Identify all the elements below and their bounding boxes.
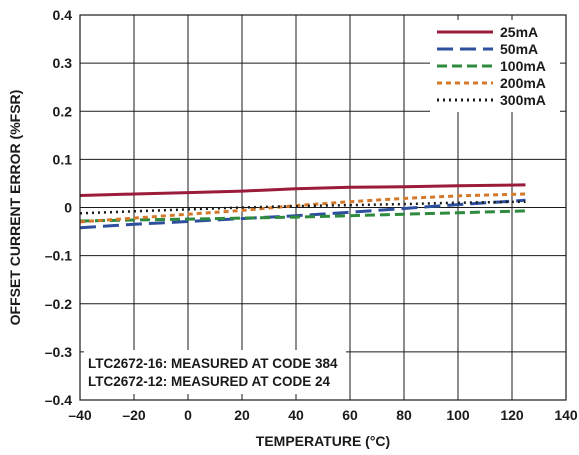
annotation-line: LTC2672-12: MEASURED AT CODE 24 <box>88 374 331 389</box>
y-tick-label: –0.4 <box>45 392 72 408</box>
y-tick-label: 0.3 <box>53 55 73 71</box>
series-line-25ma <box>79 183 526 197</box>
y-tick-label: –0.3 <box>45 344 72 360</box>
legend-label: 50mA <box>500 41 538 57</box>
annotation-background <box>84 350 346 394</box>
legend-label: 25mA <box>500 24 538 40</box>
annotation-line: LTC2672-16: MEASURED AT CODE 384 <box>88 356 338 371</box>
annotation-box: LTC2672-16: MEASURED AT CODE 384 LTC2672-… <box>84 350 346 394</box>
x-tick-label: 40 <box>288 407 304 423</box>
x-tick-label: 100 <box>446 407 470 423</box>
y-tick-labels: –0.4 –0.3 –0.2 –0.1 0 0.1 0.2 0.3 0.4 <box>45 7 72 408</box>
series-line-100ma <box>79 209 526 223</box>
x-tick-labels: –40 –20 0 20 40 60 80 100 120 140 <box>68 407 578 423</box>
y-tick-label: –0.2 <box>45 296 72 312</box>
x-tick-label: 0 <box>184 407 192 423</box>
y-tick-label: 0.4 <box>53 7 73 23</box>
y-tick-label: –0.1 <box>45 248 72 264</box>
y-tick-label: 0.1 <box>53 151 73 167</box>
x-tick-label: –40 <box>68 407 92 423</box>
x-tick-label: 80 <box>396 407 412 423</box>
x-tick-label: 140 <box>554 407 578 423</box>
y-tick-label: 0.2 <box>53 103 73 119</box>
y-tick-label: 0 <box>64 200 72 216</box>
y-axis-title: OFFSET CURRENT ERROR (%FSR) <box>7 90 23 326</box>
series-layer <box>79 183 526 230</box>
legend-label: 100mA <box>500 58 546 74</box>
series-line-300ma <box>79 200 526 215</box>
x-tick-label: 60 <box>342 407 358 423</box>
x-tick-label: 20 <box>234 407 250 423</box>
legend-label: 200mA <box>500 75 546 91</box>
legend-background <box>430 20 560 112</box>
x-tick-label: –20 <box>122 407 146 423</box>
plot-frame <box>79 14 567 401</box>
legend-label: 300mA <box>500 92 546 108</box>
x-tick-label: 120 <box>500 407 524 423</box>
x-axis-title: TEMPERATURE (°C) <box>256 433 390 449</box>
